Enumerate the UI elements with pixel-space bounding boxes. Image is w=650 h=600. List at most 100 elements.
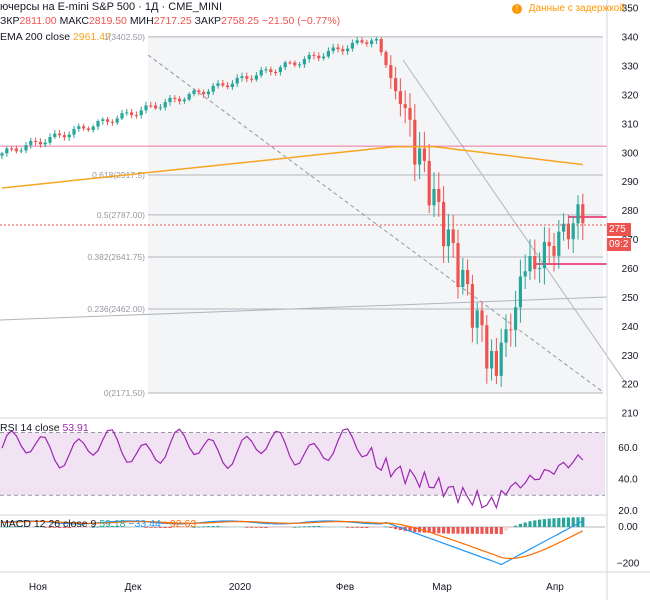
candle-body[interactable]	[432, 188, 436, 206]
candle-body[interactable]	[533, 256, 537, 270]
candle-body[interactable]	[96, 120, 100, 127]
candle-body[interactable]	[485, 325, 489, 369]
candle-body[interactable]	[144, 105, 148, 111]
candle-body[interactable]	[437, 188, 441, 202]
candle-body[interactable]	[10, 148, 14, 150]
candle-body[interactable]	[53, 133, 57, 138]
candle-body[interactable]	[182, 99, 186, 102]
rsi-legend[interactable]: RSI 14 close 53.91	[0, 422, 89, 434]
candle-body[interactable]	[355, 40, 359, 43]
candle-body[interactable]	[24, 145, 28, 151]
candle-body[interactable]	[197, 90, 201, 93]
candle-body[interactable]	[0, 153, 4, 156]
candle-body[interactable]	[221, 83, 225, 86]
candle-body[interactable]	[538, 268, 542, 270]
macd-legend[interactable]: MACD 12 26 close 9 59.18 −33.44 −92.63	[0, 518, 196, 530]
candle-body[interactable]	[278, 67, 282, 73]
candle-body[interactable]	[403, 104, 407, 108]
candle-body[interactable]	[336, 47, 340, 50]
candle-body[interactable]	[562, 223, 566, 232]
candle-body[interactable]	[216, 83, 220, 86]
candle-body[interactable]	[115, 118, 119, 123]
candle-body[interactable]	[158, 107, 162, 109]
candle-body[interactable]	[211, 85, 215, 92]
candle-body[interactable]	[283, 62, 287, 68]
dashed-trend-line[interactable]	[147, 54, 604, 393]
candle-body[interactable]	[360, 40, 364, 43]
candle-body[interactable]	[581, 204, 585, 224]
candle-body[interactable]	[110, 121, 114, 123]
symbol-name[interactable]: ючерсы на E-mini S&P 500 · 1Д · CME_MINI	[0, 1, 223, 13]
candle-body[interactable]	[302, 59, 306, 65]
candle-body[interactable]	[422, 148, 426, 161]
candle-body[interactable]	[480, 310, 484, 326]
candle-body[interactable]	[307, 54, 311, 60]
falling-trend-line[interactable]	[402, 59, 628, 386]
candle-body[interactable]	[178, 98, 182, 102]
support-trend-line[interactable]	[0, 296, 608, 321]
candle-body[interactable]	[154, 105, 158, 109]
candle-body[interactable]	[427, 160, 431, 206]
candle-body[interactable]	[547, 241, 551, 246]
candle-body[interactable]	[298, 64, 302, 66]
candle-body[interactable]	[461, 269, 465, 287]
candle-body[interactable]	[442, 201, 446, 247]
candle-body[interactable]	[29, 140, 33, 146]
candle-body[interactable]	[86, 128, 90, 131]
candle-body[interactable]	[379, 39, 383, 53]
candle-body[interactable]	[341, 49, 345, 52]
candle-body[interactable]	[206, 91, 210, 95]
candle-body[interactable]	[322, 56, 326, 59]
candle-body[interactable]	[254, 75, 258, 80]
candle-body[interactable]	[77, 126, 81, 129]
candle-body[interactable]	[130, 112, 134, 116]
candle-body[interactable]	[67, 134, 71, 138]
candle-body[interactable]	[230, 83, 234, 87]
candle-body[interactable]	[494, 350, 498, 376]
candle-body[interactable]	[34, 140, 38, 142]
candle-body[interactable]	[264, 69, 268, 71]
symbol-title[interactable]: ючерсы на E-mini S&P 500 · 1Д · CME_MINI	[0, 1, 222, 13]
candle-body[interactable]	[523, 271, 527, 277]
candle-body[interactable]	[451, 229, 455, 244]
candle-body[interactable]	[5, 148, 9, 154]
candle-body[interactable]	[446, 229, 450, 247]
candle-body[interactable]	[317, 55, 321, 59]
candle-body[interactable]	[226, 85, 230, 87]
candle-body[interactable]	[58, 133, 62, 136]
price-pane[interactable]: 1(3402.50)0.618(2917.5)0.5(2787.00)0.382…	[0, 32, 628, 398]
macd-pane[interactable]	[0, 517, 605, 566]
candle-body[interactable]	[82, 126, 86, 129]
candle-body[interactable]	[514, 307, 518, 331]
candle-body[interactable]	[346, 48, 350, 52]
candle-body[interactable]	[163, 102, 167, 108]
candle-body[interactable]	[576, 204, 580, 224]
candle-body[interactable]	[384, 52, 388, 66]
candle-body[interactable]	[456, 243, 460, 287]
candle-body[interactable]	[542, 241, 546, 269]
candle-body[interactable]	[350, 42, 354, 49]
candle-body[interactable]	[509, 329, 513, 331]
candle-body[interactable]	[134, 115, 138, 117]
ema-200-line[interactable]	[1, 145, 583, 189]
candle-body[interactable]	[168, 97, 172, 103]
candle-body[interactable]	[125, 112, 129, 114]
candle-body[interactable]	[173, 97, 177, 99]
candle-body[interactable]	[72, 128, 76, 135]
candle-body[interactable]	[398, 91, 402, 105]
candle-body[interactable]	[418, 148, 422, 165]
signal-line[interactable]	[1, 520, 584, 560]
candle-body[interactable]	[571, 223, 575, 240]
candle-body[interactable]	[245, 76, 249, 79]
rsi-pane[interactable]	[0, 428, 605, 510]
candle-body[interactable]	[149, 105, 153, 107]
candle-body[interactable]	[101, 119, 105, 121]
candle-body[interactable]	[14, 148, 18, 152]
candle-body[interactable]	[235, 77, 239, 84]
candle-body[interactable]	[466, 269, 470, 285]
candle-body[interactable]	[187, 93, 191, 100]
candle-body[interactable]	[413, 119, 417, 165]
candle-body[interactable]	[518, 276, 522, 308]
candle-body[interactable]	[288, 62, 292, 64]
